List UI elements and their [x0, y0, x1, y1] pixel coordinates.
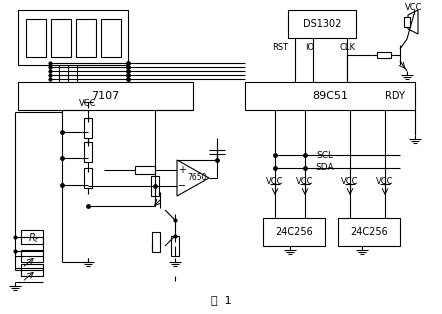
Text: 24C256: 24C256	[275, 227, 313, 237]
Text: SDA: SDA	[316, 164, 334, 172]
Bar	[151, 176, 159, 196]
Bar	[84, 142, 92, 162]
Bar	[135, 166, 155, 174]
Text: 图  1: 图 1	[211, 295, 231, 305]
Bar	[18, 10, 128, 65]
Bar	[76, 19, 96, 57]
Text: RDY: RDY	[385, 91, 405, 101]
Bar	[288, 10, 356, 38]
Bar	[152, 232, 160, 252]
Text: $R_t$: $R_t$	[28, 231, 40, 245]
Text: CLK: CLK	[340, 44, 356, 52]
Bar	[404, 17, 410, 27]
Text: RST: RST	[272, 44, 288, 52]
Bar	[21, 250, 43, 262]
Text: VCC: VCC	[405, 3, 423, 12]
Text: −: −	[178, 181, 186, 191]
Text: VCC: VCC	[341, 177, 359, 187]
Polygon shape	[177, 160, 209, 196]
Text: IO: IO	[305, 44, 315, 52]
Bar	[84, 168, 92, 188]
Bar	[338, 218, 400, 246]
Text: VCC: VCC	[296, 177, 314, 187]
Bar	[263, 218, 325, 246]
Text: VCC: VCC	[376, 177, 394, 187]
Bar	[51, 19, 71, 57]
Text: +: +	[178, 165, 186, 175]
Bar	[101, 19, 121, 57]
Text: VCC: VCC	[266, 177, 284, 187]
Text: 24C256: 24C256	[350, 227, 388, 237]
Bar	[84, 118, 92, 138]
Bar	[18, 82, 193, 110]
Bar	[377, 52, 391, 58]
Text: VCC: VCC	[79, 99, 97, 107]
Bar	[245, 82, 415, 110]
Text: 7107: 7107	[91, 91, 119, 101]
Bar	[21, 264, 43, 276]
Text: DS1302: DS1302	[303, 19, 341, 29]
Bar	[26, 19, 46, 57]
Text: SCL: SCL	[316, 150, 334, 160]
Bar	[21, 230, 43, 244]
Text: 89C51: 89C51	[312, 91, 348, 101]
Bar	[171, 236, 179, 256]
Text: 7650: 7650	[187, 174, 207, 182]
